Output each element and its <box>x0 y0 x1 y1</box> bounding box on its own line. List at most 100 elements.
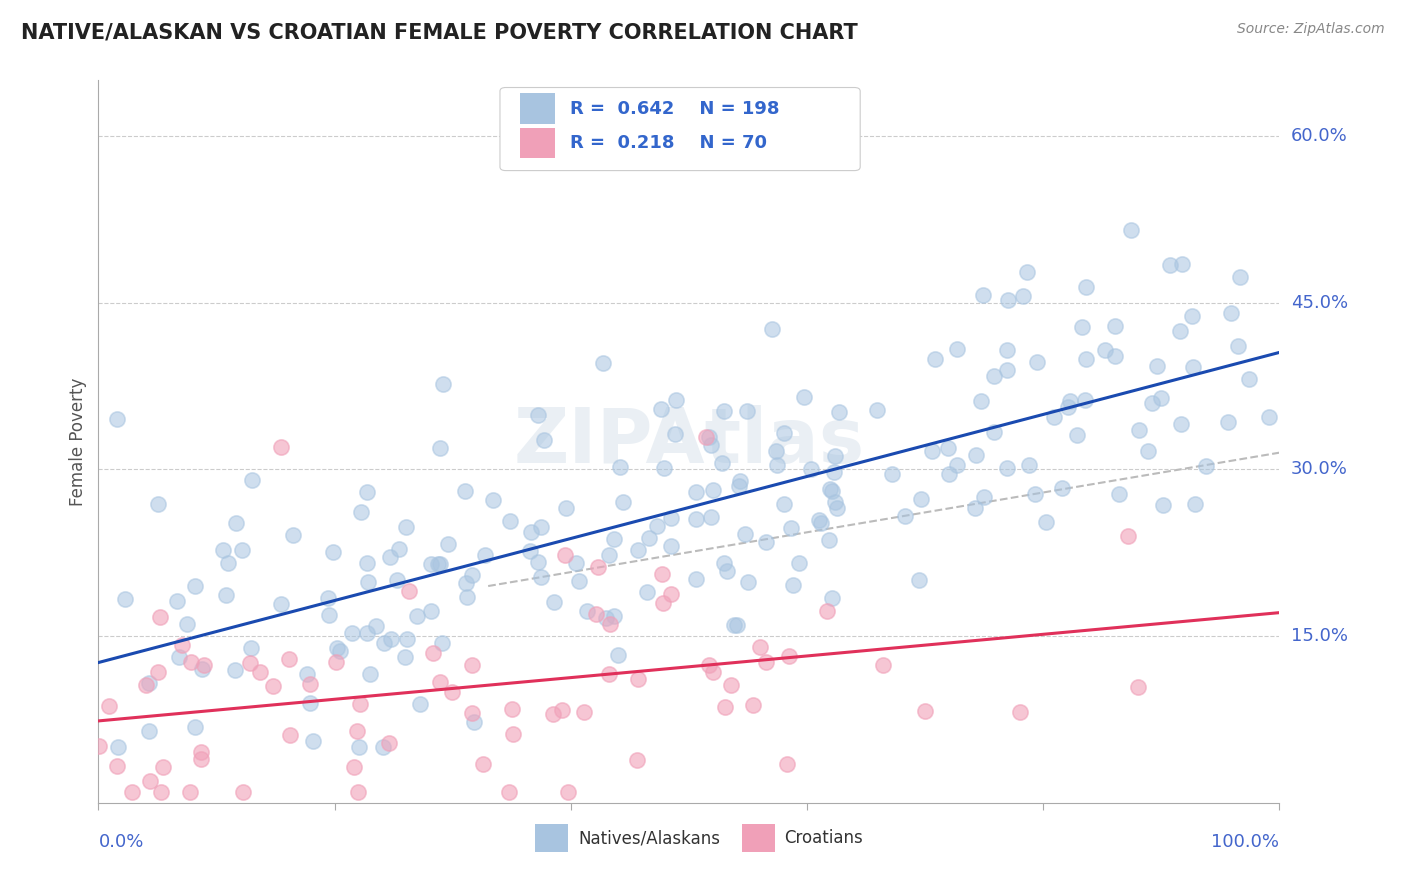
Point <box>152 760 174 774</box>
Point <box>728 474 751 488</box>
Point <box>474 548 496 562</box>
Point <box>167 649 190 664</box>
Point <box>778 648 800 663</box>
Point <box>713 699 735 714</box>
Point <box>138 724 160 739</box>
Point <box>823 465 845 479</box>
Point <box>342 760 364 774</box>
Bar <box>742 824 775 852</box>
Point <box>921 444 943 458</box>
Point <box>299 697 322 711</box>
Point <box>652 461 675 475</box>
Point <box>342 625 364 640</box>
Point <box>432 377 454 392</box>
Point <box>1170 417 1192 431</box>
Point <box>1025 355 1047 369</box>
Point <box>232 785 254 799</box>
Point <box>800 462 823 476</box>
Point <box>231 542 253 557</box>
Point <box>914 705 936 719</box>
Point <box>592 356 614 370</box>
Point <box>737 574 759 589</box>
Point <box>394 650 416 665</box>
Point <box>946 458 969 473</box>
Text: Natives/Alaskans: Natives/Alaskans <box>578 830 720 847</box>
Point <box>866 403 889 417</box>
Point <box>720 678 742 692</box>
Point <box>107 740 129 755</box>
Point <box>817 604 839 618</box>
Point <box>598 548 620 562</box>
Point <box>373 636 395 650</box>
Point <box>793 390 815 404</box>
Point <box>190 745 212 759</box>
Point <box>519 543 541 558</box>
Point <box>821 591 844 606</box>
Text: ZIPAtlas: ZIPAtlas <box>513 405 865 478</box>
Text: Source: ZipAtlas.com: Source: ZipAtlas.com <box>1237 22 1385 37</box>
Point <box>695 430 717 444</box>
Point <box>350 505 373 519</box>
Point <box>1146 359 1168 373</box>
Point <box>1010 705 1032 719</box>
Point <box>1219 306 1241 320</box>
Point <box>824 450 846 464</box>
Point <box>893 508 915 523</box>
Point <box>427 557 450 571</box>
Point <box>995 461 1018 475</box>
Point <box>326 640 349 655</box>
Point <box>735 404 758 418</box>
Point <box>278 652 301 666</box>
Text: 60.0%: 60.0% <box>1291 127 1347 145</box>
Point <box>533 434 555 448</box>
Text: 45.0%: 45.0% <box>1291 293 1348 311</box>
Point <box>138 675 160 690</box>
Point <box>530 519 553 533</box>
Point <box>761 322 783 336</box>
Point <box>437 537 460 551</box>
Point <box>824 495 846 509</box>
Point <box>664 426 686 441</box>
Point <box>1104 318 1126 333</box>
Point <box>1074 279 1097 293</box>
Point <box>301 733 323 747</box>
Point <box>105 411 128 425</box>
Point <box>742 698 765 713</box>
Point <box>1126 680 1149 694</box>
Point <box>225 516 247 531</box>
Point <box>356 625 378 640</box>
Point <box>149 609 172 624</box>
Point <box>1011 288 1033 302</box>
Point <box>551 703 574 717</box>
Point <box>240 473 263 487</box>
Text: NATIVE/ALASKAN VS CROATIAN FEMALE POVERTY CORRELATION CHART: NATIVE/ALASKAN VS CROATIAN FEMALE POVERT… <box>21 22 858 42</box>
Point <box>995 343 1018 357</box>
Bar <box>520 128 555 158</box>
Point <box>190 752 212 766</box>
Point <box>723 618 745 632</box>
Text: 15.0%: 15.0% <box>1291 627 1347 645</box>
Point <box>224 663 246 677</box>
Point <box>298 676 321 690</box>
Point <box>776 757 799 772</box>
Point <box>371 740 394 755</box>
Point <box>420 557 443 571</box>
Point <box>520 524 543 539</box>
Point <box>270 597 292 611</box>
Point <box>1070 320 1092 334</box>
Point <box>193 657 215 672</box>
Point <box>1035 515 1057 529</box>
Point <box>530 570 553 584</box>
Point <box>585 607 607 621</box>
Point <box>755 534 778 549</box>
Point <box>555 500 578 515</box>
Point <box>166 594 188 608</box>
Point <box>146 498 169 512</box>
Point <box>780 521 803 535</box>
Point <box>1018 458 1040 473</box>
Point <box>1227 338 1250 352</box>
Point <box>398 583 420 598</box>
Y-axis label: Female Poverty: Female Poverty <box>69 377 87 506</box>
Point <box>983 368 1005 383</box>
Point <box>422 646 444 660</box>
